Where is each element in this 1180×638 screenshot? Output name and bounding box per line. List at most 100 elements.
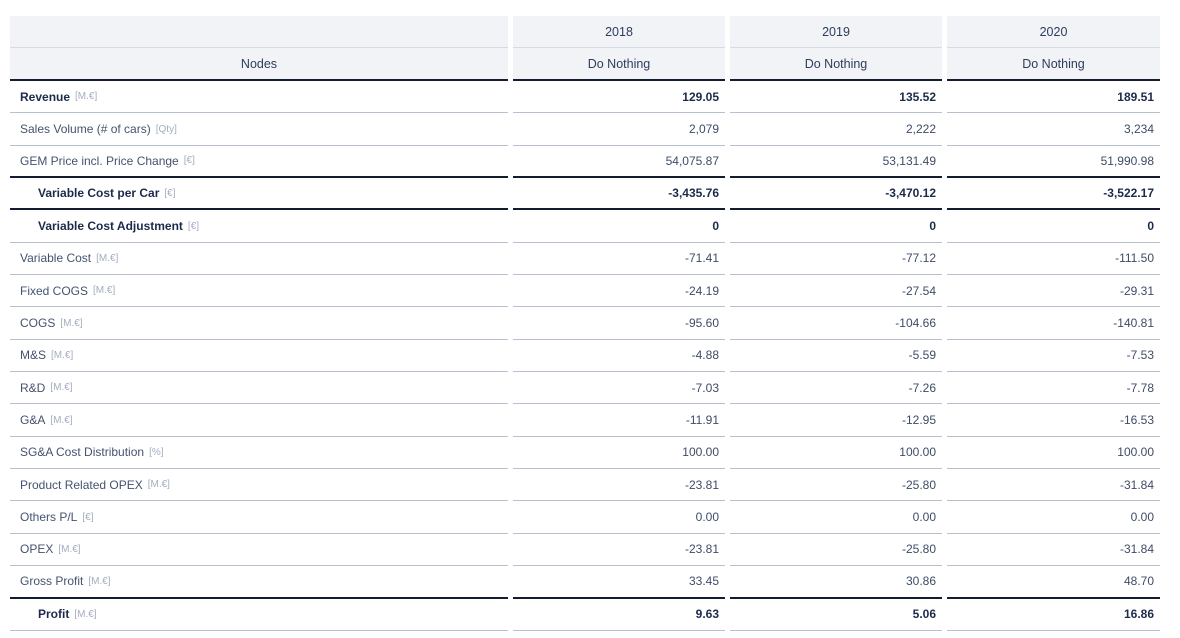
value-cell: -25.80 <box>730 533 942 567</box>
value-cell: -7.03 <box>513 372 725 405</box>
row-unit: [Qty] <box>155 123 177 135</box>
value-cell: 53,131.49 <box>730 145 942 179</box>
value-cell: 0 <box>730 210 942 243</box>
value-cell: 100.00 <box>730 436 942 470</box>
table-row: Product Related OPEX [M.€] -23.81 -25.80 -31… <box>10 469 1160 502</box>
scenario-header-cell: Do Nothing <box>730 48 942 81</box>
row-unit: [M.€] <box>51 349 74 361</box>
row-unit: [M.€] <box>75 91 98 103</box>
value-cell: 135.52 <box>730 81 942 114</box>
value-cell: -27.54 <box>730 275 942 308</box>
value-cell: 0.00 <box>947 501 1160 534</box>
table-row: Sales Volume (# of cars) [Qty] 2,079 2,222 3… <box>10 113 1160 146</box>
row-label-cell: Variable Cost Adjustment [€] <box>10 210 508 243</box>
row-label-cell: OPEX [M.€] <box>10 533 508 567</box>
row-label-cell: SG&A Cost Distribution [%] <box>10 436 508 470</box>
row-label: Variable Cost per Car <box>38 186 160 201</box>
scenario-header-row: Nodes Do Nothing Do Nothing Do Nothing <box>10 48 1160 81</box>
table-row: Variable Cost Adjustment [€] 0 0 0 <box>10 210 1160 243</box>
scenario-header-cell: Do Nothing <box>947 48 1160 81</box>
row-unit: [M.€] <box>88 575 111 587</box>
value-cell: -31.84 <box>947 469 1160 502</box>
value-cell: 100.00 <box>947 436 1160 470</box>
row-unit: [€] <box>82 511 94 523</box>
value-cell: -23.81 <box>513 533 725 567</box>
row-unit: [€] <box>183 155 195 167</box>
row-unit: [M.€] <box>50 414 73 426</box>
value-cell: -3,470.12 <box>730 178 942 211</box>
value-cell: 0 <box>513 210 725 243</box>
row-label: OPEX <box>20 542 54 557</box>
value-cell: -3,435.76 <box>513 178 725 211</box>
row-label-cell: M&S [M.€] <box>10 339 508 373</box>
table-row: M&S [M.€] -4.88 -5.59 -7.53 <box>10 339 1160 373</box>
table-body: Revenue [M.€] 129.05 135.52 189.51 Sales Volu… <box>10 81 1160 631</box>
row-unit: [M.€] <box>96 252 119 264</box>
table-row: GEM Price incl. Price Change [€] 54,075.87… <box>10 145 1160 179</box>
row-label: Variable Cost Adjustment <box>38 219 183 234</box>
row-label-cell: Profit [M.€] <box>10 598 508 631</box>
value-cell: 51,990.98 <box>947 145 1160 179</box>
value-cell: 48.70 <box>947 566 1160 599</box>
table-row: Profit [M.€] 9.63 5.06 16.86 <box>10 598 1160 631</box>
value-cell: 5.06 <box>730 598 942 631</box>
row-label-cell: Fixed COGS [M.€] <box>10 275 508 308</box>
value-cell: 30.86 <box>730 566 942 599</box>
row-label: Product Related OPEX <box>20 477 143 492</box>
value-cell: -71.41 <box>513 242 725 276</box>
value-cell: -95.60 <box>513 307 725 340</box>
row-label-cell: Others P/L [€] <box>10 501 508 534</box>
value-cell: -111.50 <box>947 242 1160 276</box>
row-label: Gross Profit <box>20 574 84 589</box>
value-cell: 33.45 <box>513 566 725 599</box>
empty-header-cell <box>10 16 508 48</box>
value-cell: -16.53 <box>947 404 1160 437</box>
value-cell: 2,222 <box>730 113 942 146</box>
value-cell: -12.95 <box>730 404 942 437</box>
row-label-cell: G&A [M.€] <box>10 404 508 437</box>
scenario-comparison-table: 2018 2019 2020 Nodes Do Nothing Do Nothing Do… <box>10 16 1160 631</box>
row-unit: [M.€] <box>74 608 97 620</box>
table-row: Others P/L [€] 0.00 0.00 0.00 <box>10 501 1160 534</box>
row-unit: [M.€] <box>93 285 116 297</box>
value-cell: -140.81 <box>947 307 1160 340</box>
value-cell: -23.81 <box>513 469 725 502</box>
row-label: G&A <box>20 413 46 428</box>
row-label-cell: Product Related OPEX [M.€] <box>10 469 508 502</box>
year-header-cell: 2020 <box>947 16 1160 48</box>
value-cell: -4.88 <box>513 339 725 373</box>
row-label: GEM Price incl. Price Change <box>20 153 179 168</box>
row-unit: [€] <box>187 220 200 232</box>
row-label: Profit <box>38 607 70 622</box>
value-cell: -29.31 <box>947 275 1160 308</box>
row-label-cell: Gross Profit [M.€] <box>10 566 508 599</box>
value-cell: 2,079 <box>513 113 725 146</box>
year-header-cell: 2018 <box>513 16 725 48</box>
row-label: Sales Volume (# of cars) <box>20 122 151 137</box>
table-row: OPEX [M.€] -23.81 -25.80 -31.84 <box>10 533 1160 567</box>
row-label-cell: R&D [M.€] <box>10 372 508 405</box>
row-label-cell: Variable Cost per Car [€] <box>10 178 508 211</box>
value-cell: -77.12 <box>730 242 942 276</box>
year-header-cell: 2019 <box>730 16 942 48</box>
table-row: Variable Cost [M.€] -71.41 -77.12 -111.50 <box>10 242 1160 276</box>
value-cell: -11.91 <box>513 404 725 437</box>
row-label: M&S <box>20 348 47 363</box>
value-cell: 54,075.87 <box>513 145 725 179</box>
value-cell: 129.05 <box>513 81 725 114</box>
value-cell: -5.59 <box>730 339 942 373</box>
value-cell: -25.80 <box>730 469 942 502</box>
nodes-header-cell: Nodes <box>10 48 508 81</box>
row-label-cell: GEM Price incl. Price Change [€] <box>10 145 508 179</box>
table-row: Fixed COGS [M.€] -24.19 -27.54 -29.31 <box>10 275 1160 308</box>
value-cell: 16.86 <box>947 598 1160 631</box>
value-cell: 0.00 <box>513 501 725 534</box>
row-label: Fixed COGS <box>20 283 89 298</box>
value-cell: -7.53 <box>947 339 1160 373</box>
value-cell: 189.51 <box>947 81 1160 114</box>
row-label-cell: COGS [M.€] <box>10 307 508 340</box>
row-label-cell: Sales Volume (# of cars) [Qty] <box>10 113 508 146</box>
table-row: R&D [M.€] -7.03 -7.26 -7.78 <box>10 372 1160 405</box>
table-row: SG&A Cost Distribution [%] 100.00 100.00 100… <box>10 436 1160 470</box>
row-label: SG&A Cost Distribution <box>20 445 145 460</box>
